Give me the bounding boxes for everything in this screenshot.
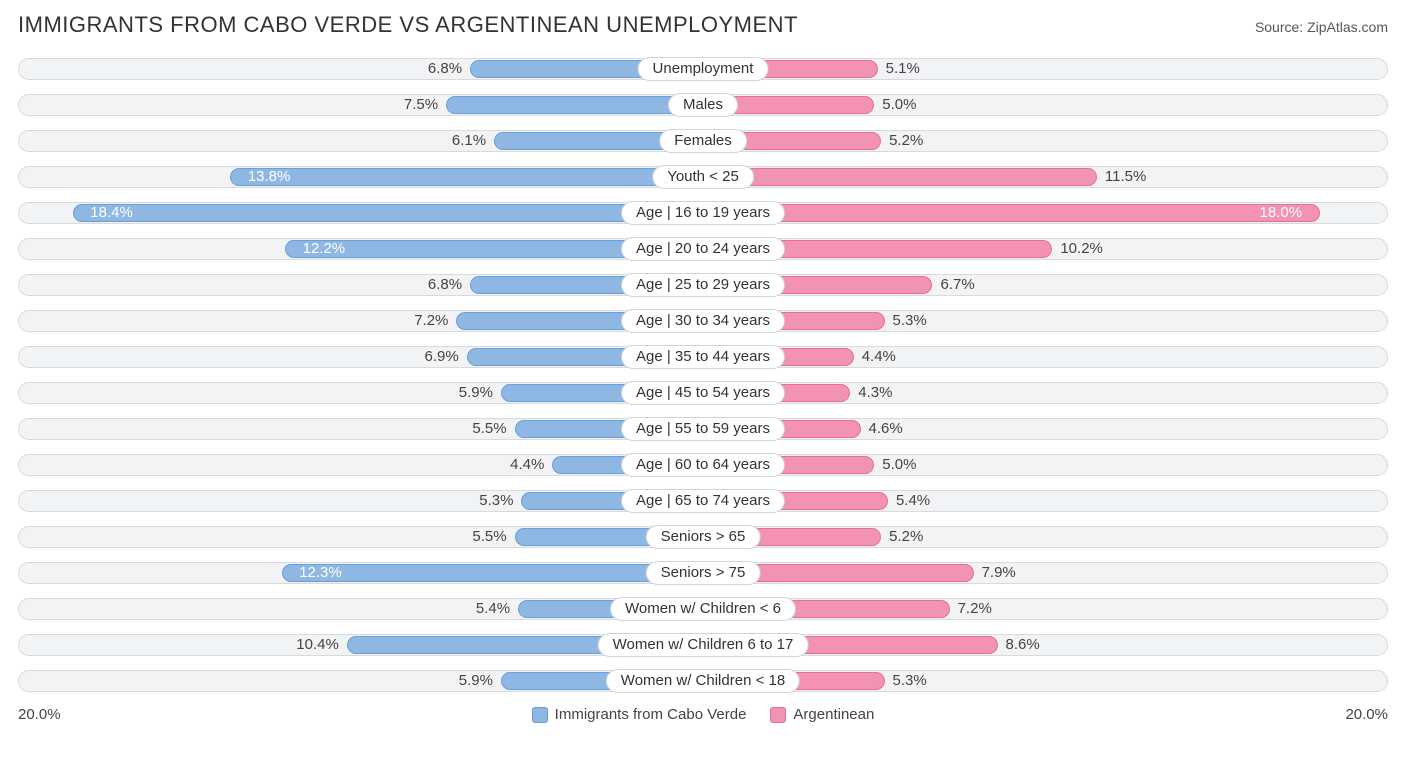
axis-max-right: 20.0% xyxy=(1345,706,1388,723)
category-pill: Unemployment xyxy=(638,57,769,81)
diverging-bar-chart: 6.8% 5.1% Unemployment 7.5% 5.0% Males 6.1% 5.2… xyxy=(18,52,1388,698)
value-label-left: 6.8% xyxy=(428,274,462,296)
value-label-left: 5.9% xyxy=(459,382,493,404)
bar-right xyxy=(703,168,1097,186)
value-label-right: 5.0% xyxy=(882,94,916,116)
category-pill: Youth < 25 xyxy=(652,165,754,189)
chart-row: 7.2% 5.3% Age | 30 to 34 years xyxy=(18,304,1388,338)
value-label-right: 7.2% xyxy=(958,598,992,620)
chart-row: 6.8% 6.7% Age | 25 to 29 years xyxy=(18,268,1388,302)
chart-row: 5.9% 5.3% Women w/ Children < 18 xyxy=(18,664,1388,698)
value-label-left: 6.1% xyxy=(452,130,486,152)
value-label-right: 7.9% xyxy=(982,562,1016,584)
category-pill: Women w/ Children < 6 xyxy=(610,597,796,621)
value-label-right: 8.6% xyxy=(1006,634,1040,656)
chart-row: 4.4% 5.0% Age | 60 to 64 years xyxy=(18,448,1388,482)
category-pill: Males xyxy=(668,93,738,117)
category-pill: Females xyxy=(659,129,747,153)
value-label-right: 5.3% xyxy=(893,310,927,332)
value-label-left: 5.9% xyxy=(459,670,493,692)
chart-footer: 20.0% Immigrants from Cabo Verde Argenti… xyxy=(18,706,1388,723)
chart-row: 5.3% 5.4% Age | 65 to 74 years xyxy=(18,484,1388,518)
category-pill: Women w/ Children < 18 xyxy=(606,669,800,693)
value-label-right: 18.0% xyxy=(1260,202,1303,224)
legend-swatch-left xyxy=(532,707,548,723)
value-label-left: 12.2% xyxy=(303,238,346,260)
chart-row: 13.8% 11.5% Youth < 25 xyxy=(18,160,1388,194)
value-label-right: 4.6% xyxy=(869,418,903,440)
value-label-left: 12.3% xyxy=(299,562,342,584)
bar-right xyxy=(703,204,1320,222)
chart-row: 5.9% 4.3% Age | 45 to 54 years xyxy=(18,376,1388,410)
value-label-left: 18.4% xyxy=(90,202,133,224)
legend: Immigrants from Cabo Verde Argentinean xyxy=(61,706,1346,723)
chart-source: Source: ZipAtlas.com xyxy=(1255,19,1388,35)
value-label-right: 5.4% xyxy=(896,490,930,512)
value-label-right: 10.2% xyxy=(1060,238,1103,260)
legend-item-left: Immigrants from Cabo Verde xyxy=(532,706,747,723)
category-pill: Age | 45 to 54 years xyxy=(621,381,785,405)
value-label-left: 7.5% xyxy=(404,94,438,116)
category-pill: Women w/ Children 6 to 17 xyxy=(598,633,809,657)
value-label-left: 6.9% xyxy=(424,346,458,368)
category-pill: Age | 65 to 74 years xyxy=(621,489,785,513)
category-pill: Age | 60 to 64 years xyxy=(621,453,785,477)
legend-item-right: Argentinean xyxy=(770,706,874,723)
value-label-left: 5.4% xyxy=(476,598,510,620)
value-label-left: 5.5% xyxy=(472,418,506,440)
category-pill: Age | 16 to 19 years xyxy=(621,201,785,225)
category-pill: Age | 20 to 24 years xyxy=(621,237,785,261)
category-pill: Age | 30 to 34 years xyxy=(621,309,785,333)
chart-row: 6.8% 5.1% Unemployment xyxy=(18,52,1388,86)
chart-row: 5.5% 4.6% Age | 55 to 59 years xyxy=(18,412,1388,446)
value-label-right: 5.2% xyxy=(889,130,923,152)
chart-row: 7.5% 5.0% Males xyxy=(18,88,1388,122)
category-pill: Seniors > 65 xyxy=(646,525,761,549)
legend-label-right: Argentinean xyxy=(793,706,874,723)
chart-header: IMMIGRANTS FROM CABO VERDE VS ARGENTINEA… xyxy=(18,12,1388,38)
chart-row: 12.2% 10.2% Age | 20 to 24 years xyxy=(18,232,1388,266)
value-label-right: 5.1% xyxy=(886,58,920,80)
chart-row: 6.1% 5.2% Females xyxy=(18,124,1388,158)
value-label-left: 13.8% xyxy=(248,166,291,188)
value-label-left: 4.4% xyxy=(510,454,544,476)
legend-label-left: Immigrants from Cabo Verde xyxy=(555,706,747,723)
category-pill: Seniors > 75 xyxy=(646,561,761,585)
value-label-left: 7.2% xyxy=(414,310,448,332)
value-label-left: 5.5% xyxy=(472,526,506,548)
bar-left xyxy=(73,204,703,222)
value-label-left: 5.3% xyxy=(479,490,513,512)
bar-left xyxy=(230,168,703,186)
value-label-right: 5.3% xyxy=(893,670,927,692)
chart-row: 18.4% 18.0% Age | 16 to 19 years xyxy=(18,196,1388,230)
legend-swatch-right xyxy=(770,707,786,723)
value-label-right: 5.2% xyxy=(889,526,923,548)
value-label-left: 10.4% xyxy=(296,634,339,656)
bar-left xyxy=(446,96,703,114)
category-pill: Age | 55 to 59 years xyxy=(621,417,785,441)
chart-row: 12.3% 7.9% Seniors > 75 xyxy=(18,556,1388,590)
value-label-left: 6.8% xyxy=(428,58,462,80)
bar-left xyxy=(282,564,703,582)
axis-max-left: 20.0% xyxy=(18,706,61,723)
value-label-right: 4.3% xyxy=(858,382,892,404)
chart-row: 5.5% 5.2% Seniors > 65 xyxy=(18,520,1388,554)
chart-title: IMMIGRANTS FROM CABO VERDE VS ARGENTINEA… xyxy=(18,12,798,38)
chart-row: 6.9% 4.4% Age | 35 to 44 years xyxy=(18,340,1388,374)
category-pill: Age | 25 to 29 years xyxy=(621,273,785,297)
chart-row: 10.4% 8.6% Women w/ Children 6 to 17 xyxy=(18,628,1388,662)
value-label-right: 4.4% xyxy=(862,346,896,368)
category-pill: Age | 35 to 44 years xyxy=(621,345,785,369)
value-label-right: 5.0% xyxy=(882,454,916,476)
value-label-right: 11.5% xyxy=(1105,166,1146,188)
chart-row: 5.4% 7.2% Women w/ Children < 6 xyxy=(18,592,1388,626)
value-label-right: 6.7% xyxy=(940,274,974,296)
